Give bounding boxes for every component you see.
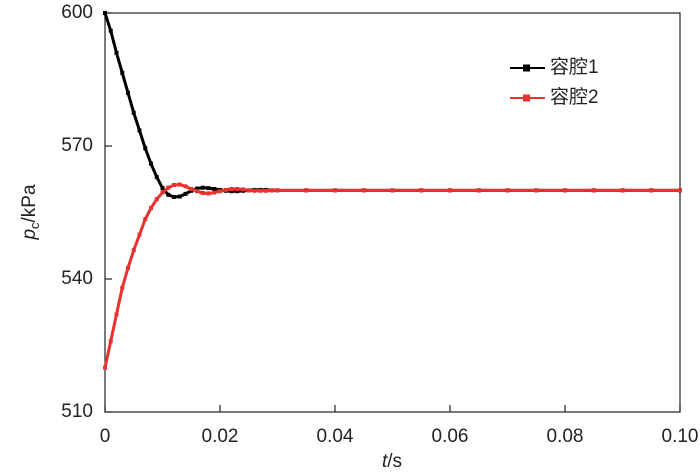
- point-marker: [154, 197, 159, 202]
- point-marker: [649, 188, 654, 193]
- point-marker: [183, 184, 188, 189]
- point-marker: [390, 188, 395, 193]
- point-marker: [177, 194, 182, 199]
- point-marker: [476, 188, 481, 193]
- point-marker: [108, 28, 113, 33]
- point-marker: [137, 232, 142, 237]
- point-marker: [149, 206, 153, 211]
- point-marker: [160, 190, 165, 195]
- point-marker: [269, 188, 274, 193]
- point-marker: [160, 186, 165, 191]
- point-marker: [212, 187, 217, 192]
- point-marker: [563, 188, 567, 193]
- point-marker: [448, 188, 452, 193]
- point-marker: [166, 192, 171, 197]
- series-line: [103, 183, 680, 368]
- point-marker: [241, 187, 245, 192]
- y-tick-label: 540: [61, 268, 93, 289]
- legend-marker: [523, 94, 530, 102]
- y-tick-label: 510: [61, 401, 93, 422]
- point-marker: [120, 285, 125, 290]
- point-marker: [166, 185, 171, 190]
- point-marker: [678, 188, 682, 193]
- point-marker: [252, 188, 257, 193]
- point-marker: [143, 146, 148, 151]
- x-tick-label: 0.02: [202, 426, 239, 447]
- legend-label: 容腔2: [550, 86, 599, 108]
- point-marker: [137, 128, 142, 133]
- point-marker: [218, 189, 222, 194]
- y-axis-label: pc/kPa: [19, 184, 42, 241]
- point-marker: [149, 161, 153, 166]
- point-marker: [131, 110, 136, 115]
- point-marker: [275, 188, 280, 193]
- point-marker: [264, 188, 268, 193]
- point-marker: [229, 187, 234, 192]
- point-marker: [114, 50, 119, 55]
- point-marker: [333, 188, 337, 193]
- point-marker: [195, 186, 199, 191]
- point-marker: [229, 189, 234, 194]
- point-marker: [200, 190, 205, 195]
- point-marker: [212, 190, 217, 195]
- point-marker: [195, 189, 199, 194]
- point-marker: [103, 11, 107, 15]
- point-marker: [206, 191, 211, 196]
- point-marker: [120, 70, 125, 75]
- point-marker: [206, 186, 211, 191]
- point-marker: [235, 187, 240, 192]
- point-marker: [154, 175, 159, 180]
- point-marker: [591, 188, 596, 193]
- point-marker: [258, 188, 263, 193]
- point-marker: [183, 191, 188, 196]
- x-tick-label: 0: [100, 426, 111, 447]
- point-marker: [419, 188, 424, 193]
- point-marker: [505, 188, 510, 193]
- point-marker: [361, 188, 366, 193]
- point-marker: [534, 188, 539, 193]
- point-marker: [131, 248, 136, 253]
- point-marker: [223, 187, 228, 192]
- x-tick-label: 0.06: [432, 426, 469, 447]
- point-marker: [108, 339, 113, 344]
- point-marker: [200, 185, 205, 190]
- point-marker: [177, 182, 182, 187]
- point-marker: [172, 183, 176, 188]
- point-marker: [235, 189, 240, 194]
- x-tick-label: 0.04: [317, 426, 354, 447]
- point-marker: [304, 188, 309, 193]
- x-tick-label: 0.08: [547, 426, 584, 447]
- point-marker: [246, 188, 251, 193]
- point-marker: [126, 265, 130, 270]
- point-marker: [620, 188, 625, 193]
- point-marker: [189, 187, 194, 192]
- y-tick-label: 570: [61, 135, 93, 156]
- legend-marker: [523, 64, 530, 72]
- point-marker: [114, 312, 119, 317]
- point-marker: [143, 217, 148, 222]
- legend-label: 容腔1: [550, 56, 599, 78]
- y-tick-label: 600: [61, 2, 93, 23]
- point-marker: [126, 90, 130, 95]
- point-marker: [103, 365, 107, 370]
- plot-frame: [104, 12, 681, 413]
- point-marker: [172, 194, 176, 199]
- x-tick-label: 0.10: [662, 426, 699, 447]
- x-axis-label: t/s: [382, 451, 402, 472]
